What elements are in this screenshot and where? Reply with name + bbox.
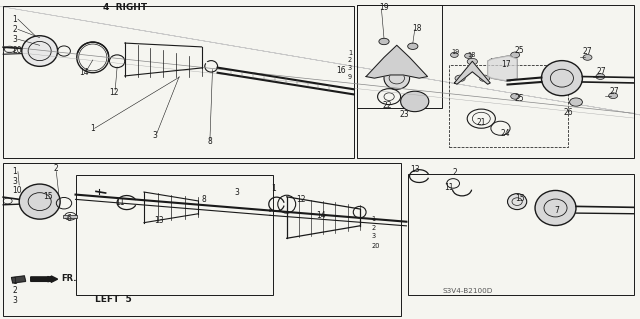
Bar bbox=[63, 215, 77, 218]
Text: 13: 13 bbox=[410, 165, 420, 174]
Text: 21: 21 bbox=[477, 118, 486, 127]
Ellipse shape bbox=[455, 75, 465, 81]
Text: 24: 24 bbox=[500, 129, 511, 138]
Text: 2: 2 bbox=[371, 225, 376, 231]
Text: 9: 9 bbox=[348, 74, 352, 80]
Text: 7: 7 bbox=[554, 206, 559, 215]
Ellipse shape bbox=[465, 53, 472, 58]
Bar bbox=[357, 5, 442, 108]
Text: 14: 14 bbox=[316, 211, 326, 220]
Polygon shape bbox=[366, 45, 428, 78]
Text: 27: 27 bbox=[609, 87, 620, 96]
Ellipse shape bbox=[379, 38, 389, 45]
Text: 11: 11 bbox=[116, 198, 125, 207]
Text: 13: 13 bbox=[154, 216, 164, 225]
Text: 8: 8 bbox=[207, 137, 212, 146]
Text: 1: 1 bbox=[348, 50, 352, 56]
Text: 26: 26 bbox=[563, 108, 573, 117]
Text: FR.: FR. bbox=[61, 274, 77, 283]
Text: 19: 19 bbox=[452, 49, 460, 55]
Bar bbox=[408, 174, 634, 295]
Bar bbox=[76, 175, 273, 295]
Text: 1: 1 bbox=[12, 277, 17, 286]
Ellipse shape bbox=[583, 55, 592, 60]
Text: 22: 22 bbox=[383, 101, 392, 110]
Text: 25: 25 bbox=[515, 46, 525, 55]
Text: 1: 1 bbox=[12, 167, 17, 176]
Ellipse shape bbox=[451, 52, 458, 57]
Text: 27: 27 bbox=[596, 67, 607, 76]
Text: 1: 1 bbox=[12, 15, 17, 24]
Text: 8: 8 bbox=[201, 195, 206, 204]
Text: 27: 27 bbox=[582, 47, 593, 56]
Bar bbox=[449, 65, 568, 147]
Text: S3V4-B2100D: S3V4-B2100D bbox=[442, 288, 492, 294]
Ellipse shape bbox=[19, 184, 60, 219]
Text: 14: 14 bbox=[79, 68, 90, 77]
Text: 2: 2 bbox=[12, 286, 17, 295]
Polygon shape bbox=[12, 276, 26, 283]
Text: 19: 19 bbox=[379, 3, 389, 11]
Text: 1: 1 bbox=[271, 184, 276, 193]
Ellipse shape bbox=[541, 61, 582, 96]
Text: 3: 3 bbox=[234, 189, 239, 197]
Text: 18: 18 bbox=[467, 52, 476, 58]
Text: 12: 12 bbox=[296, 195, 305, 204]
Text: 2: 2 bbox=[452, 168, 457, 177]
Ellipse shape bbox=[511, 93, 520, 99]
Text: 15: 15 bbox=[43, 192, 52, 201]
Text: 2: 2 bbox=[54, 164, 59, 173]
Text: 12: 12 bbox=[109, 88, 118, 97]
Ellipse shape bbox=[609, 93, 618, 99]
Text: 3: 3 bbox=[12, 296, 17, 305]
Ellipse shape bbox=[22, 36, 58, 66]
Text: 17: 17 bbox=[500, 60, 511, 69]
Text: 3: 3 bbox=[12, 177, 17, 186]
Text: 3: 3 bbox=[12, 35, 17, 44]
Text: 3: 3 bbox=[152, 131, 157, 140]
Text: LEFT  5: LEFT 5 bbox=[95, 295, 131, 304]
Ellipse shape bbox=[508, 194, 527, 210]
Text: 11: 11 bbox=[445, 183, 454, 192]
Bar bbox=[3, 163, 401, 316]
Text: 16: 16 bbox=[336, 66, 346, 75]
Polygon shape bbox=[454, 61, 490, 84]
Text: 10: 10 bbox=[12, 186, 22, 195]
Text: 20: 20 bbox=[371, 243, 380, 249]
Ellipse shape bbox=[467, 58, 477, 65]
Text: 23: 23 bbox=[399, 110, 410, 119]
Text: 25: 25 bbox=[515, 94, 525, 103]
Ellipse shape bbox=[384, 67, 410, 89]
Ellipse shape bbox=[535, 190, 576, 226]
Ellipse shape bbox=[408, 43, 418, 49]
FancyArrow shape bbox=[31, 276, 58, 282]
Text: 2: 2 bbox=[348, 57, 352, 63]
Text: 3: 3 bbox=[348, 65, 352, 70]
Text: 2: 2 bbox=[12, 25, 17, 34]
Text: 18: 18 bbox=[413, 24, 422, 33]
Ellipse shape bbox=[511, 52, 520, 58]
Polygon shape bbox=[488, 56, 517, 81]
Bar bbox=[357, 5, 634, 158]
Text: 1: 1 bbox=[371, 217, 375, 222]
Text: 4  RIGHT: 4 RIGHT bbox=[103, 4, 147, 12]
Text: 1: 1 bbox=[90, 124, 95, 133]
Text: 6: 6 bbox=[67, 214, 72, 223]
Text: 3: 3 bbox=[371, 233, 375, 239]
Text: 20: 20 bbox=[12, 46, 22, 55]
Ellipse shape bbox=[479, 75, 490, 82]
Ellipse shape bbox=[596, 74, 605, 79]
Ellipse shape bbox=[570, 98, 582, 106]
Ellipse shape bbox=[401, 91, 429, 112]
Text: 15: 15 bbox=[515, 194, 525, 203]
Bar bbox=[3, 6, 354, 158]
